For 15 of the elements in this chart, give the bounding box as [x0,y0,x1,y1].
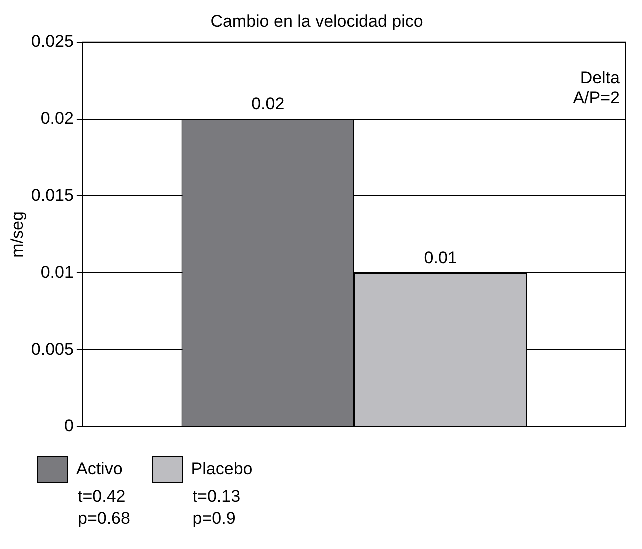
text: t=0.42 p=0.68 [78,487,130,528]
y-tick-label: 0 [64,416,74,436]
legend-label: Placebo [191,460,253,479]
text: t=0.13 p=0.9 [192,487,241,528]
legend-label: Activo [76,460,123,479]
data-label: 0.01 [424,248,458,268]
chart-title: Cambio en la velocidad pico [210,12,424,31]
y-tick-label: 0.015 [31,186,74,205]
y-axis-title: m/seg [8,212,27,258]
y-tick-label: 0.005 [31,340,74,359]
y-tick-label: 0.025 [31,32,74,52]
data-label: 0.02 [252,94,285,114]
annotation: Delta A/P=2 [573,68,621,108]
y-tick-label: 0.02 [40,109,74,128]
y-tick-label: 0.01 [40,262,74,282]
